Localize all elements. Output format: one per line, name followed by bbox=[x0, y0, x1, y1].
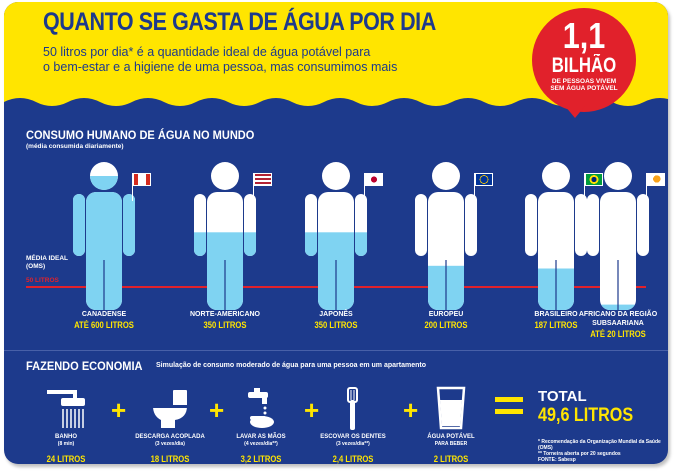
economy-item-name: DESCARGA ACOPLADA (3 vezes/dia) bbox=[125, 434, 215, 448]
flag-brazil-icon bbox=[585, 173, 603, 186]
economy-item-value: 24 LITROS bbox=[46, 454, 86, 464]
country-value: 350 LITROS bbox=[314, 320, 358, 330]
flag-pole bbox=[364, 173, 365, 201]
hand-wash-icon bbox=[238, 386, 284, 435]
toilet-icon bbox=[147, 386, 193, 435]
header-wave bbox=[4, 98, 668, 120]
country-name: BRASILEIRO bbox=[501, 310, 611, 319]
country-value: 187 LITROS bbox=[534, 320, 578, 330]
ideal-label-line-1: MÉDIA IDEAL bbox=[26, 255, 69, 262]
country-name: CANADENSE bbox=[49, 310, 159, 319]
plus-icon: + bbox=[304, 395, 320, 425]
economy-item-label: BANHO bbox=[55, 434, 77, 440]
flag-canada-icon bbox=[133, 173, 151, 186]
statistic-badge: 1,1 BILHÃO DE PESSOAS VIVEM SEM ÁGUA POT… bbox=[532, 8, 636, 112]
country-name: AFRICANO DA REGIÃO SUBSAARIANA bbox=[563, 310, 668, 328]
economy-item-value: 2,4 LITROS bbox=[332, 454, 374, 464]
ideal-label: MÉDIA IDEAL (OMS) bbox=[26, 255, 68, 271]
economy-item-name: ÁGUA POTÁVEL PARA BEBER bbox=[406, 434, 496, 448]
country-value: ATÉ 600 LITROS bbox=[74, 320, 134, 330]
country-name-line-1: EUROPEU bbox=[428, 311, 464, 318]
country-name-line-1: CANADENSE bbox=[81, 311, 127, 318]
country-name: NORTE-AMERICANO bbox=[170, 310, 280, 319]
economy-item-name: ESCOVAR OS DENTES (3 vezes/dia**) bbox=[308, 434, 398, 448]
economy-item-detail: (3 vezes/dia) bbox=[155, 441, 185, 447]
economy-item-value: 2 LITROS bbox=[433, 454, 469, 464]
economy-item-label: ÁGUA POTÁVEL bbox=[427, 434, 475, 440]
world-section-title: CONSUMO HUMANO DE ÁGUA NO MUNDO bbox=[26, 128, 255, 142]
equals-icon bbox=[495, 397, 523, 415]
economy-item-name: BANHO (8 min) bbox=[21, 434, 111, 448]
intro-line-1: 50 litros por dia* é a quantidade ideal … bbox=[43, 45, 371, 59]
badge-subtitle-line-2: SEM ÁGUA POTÁVEL bbox=[550, 85, 618, 92]
intro-line-2: o bem-estar e a higiene de uma pessoa, m… bbox=[43, 60, 398, 74]
country-name-line-1: JAPONÊS bbox=[319, 311, 353, 318]
footnote-3: FONTE: Sabesp bbox=[538, 457, 576, 463]
total-label: TOTAL bbox=[538, 388, 587, 405]
ideal-label-line-2: (OMS) bbox=[26, 263, 46, 270]
badge-subtitle: DE PESSOAS VIVEM SEM ÁGUA POTÁVEL bbox=[546, 78, 622, 92]
economy-item-name: LAVAR AS MÃOS (4 vezes/dia**) bbox=[216, 434, 306, 448]
economy-item-label: ESCOVAR OS DENTES bbox=[320, 434, 386, 440]
badge-word: BILHÃO bbox=[551, 54, 617, 77]
economy-item-label: LAVAR AS MÃOS bbox=[236, 434, 286, 440]
person-figure bbox=[59, 160, 149, 310]
footnote-1: * Recomendação da Organização Mundial da… bbox=[538, 439, 661, 451]
footnotes: * Recomendação da Organização Mundial da… bbox=[538, 439, 666, 463]
glass-icon bbox=[428, 386, 474, 435]
economy-item-detail: PARA BEBER bbox=[434, 441, 468, 447]
flag-eu-icon bbox=[475, 173, 493, 186]
economy-section-title: FAZENDO ECONOMIA bbox=[26, 359, 143, 373]
plus-icon: + bbox=[111, 395, 127, 425]
plus-icon: + bbox=[209, 395, 225, 425]
person-figure bbox=[573, 160, 663, 310]
flag-pole bbox=[646, 173, 647, 201]
flag-pole bbox=[253, 173, 254, 201]
economy-item-value: 18 LITROS bbox=[150, 454, 190, 464]
economy-item-label: DESCARGA ACOPLADA bbox=[135, 434, 205, 440]
economy-item-detail: (8 min) bbox=[57, 441, 75, 447]
shower-icon bbox=[43, 386, 89, 435]
total-value: 49,6 LITROS bbox=[538, 405, 634, 426]
country-name: JAPONÊS bbox=[281, 310, 391, 319]
world-section-subtitle: (média consumida diariamente) bbox=[26, 143, 124, 150]
plus-icon: + bbox=[403, 395, 419, 425]
toothbrush-icon bbox=[330, 386, 376, 435]
economy-item-value: 3,2 LITROS bbox=[240, 454, 282, 464]
country-value: ATÉ 20 LITROS bbox=[590, 329, 646, 339]
country-value: 200 LITROS bbox=[424, 320, 468, 330]
economy-item-detail: (3 vezes/dia**) bbox=[336, 441, 370, 447]
economy-item-detail: (4 vezes/dia**) bbox=[244, 441, 278, 447]
footnote-2: ** Torneira aberta por 20 segundos bbox=[538, 451, 621, 457]
country-name-line-1: BRASILEIRO bbox=[534, 311, 578, 318]
country-name: EUROPEU bbox=[391, 310, 501, 319]
badge-number: 1,1 bbox=[562, 15, 606, 56]
flag-pole bbox=[474, 173, 475, 201]
badge-pointer bbox=[565, 106, 585, 118]
badge-subtitle-line-1: DE PESSOAS VIVEM bbox=[551, 78, 617, 85]
page-title: QUANTO SE GASTA DE ÁGUA POR DIA bbox=[43, 8, 436, 36]
country-value: 350 LITROS bbox=[203, 320, 247, 330]
person-figure bbox=[291, 160, 381, 310]
country-name-line-2: SUBSAARIANA bbox=[592, 320, 644, 327]
flag-usa-icon bbox=[254, 173, 272, 186]
country-name-line-1: AFRICANO DA REGIÃO bbox=[578, 311, 658, 318]
infographic-card: QUANTO SE GASTA DE ÁGUA POR DIA 50 litro… bbox=[4, 2, 668, 464]
person-figure bbox=[180, 160, 270, 310]
flag-pole bbox=[584, 173, 585, 201]
ideal-value: 50 LITROS bbox=[26, 277, 59, 284]
person-figure bbox=[511, 160, 601, 310]
economy-description: Simulação de consumo moderado de água pa… bbox=[156, 362, 426, 369]
flag-japan-icon bbox=[365, 173, 383, 186]
intro-text: 50 litros por dia* é a quantidade ideal … bbox=[43, 45, 443, 75]
person-figure bbox=[401, 160, 491, 310]
flag-pole bbox=[132, 173, 133, 201]
section-divider bbox=[4, 350, 668, 351]
country-name-line-1: NORTE-AMERICANO bbox=[190, 311, 260, 318]
flag-africa-icon bbox=[647, 173, 665, 186]
